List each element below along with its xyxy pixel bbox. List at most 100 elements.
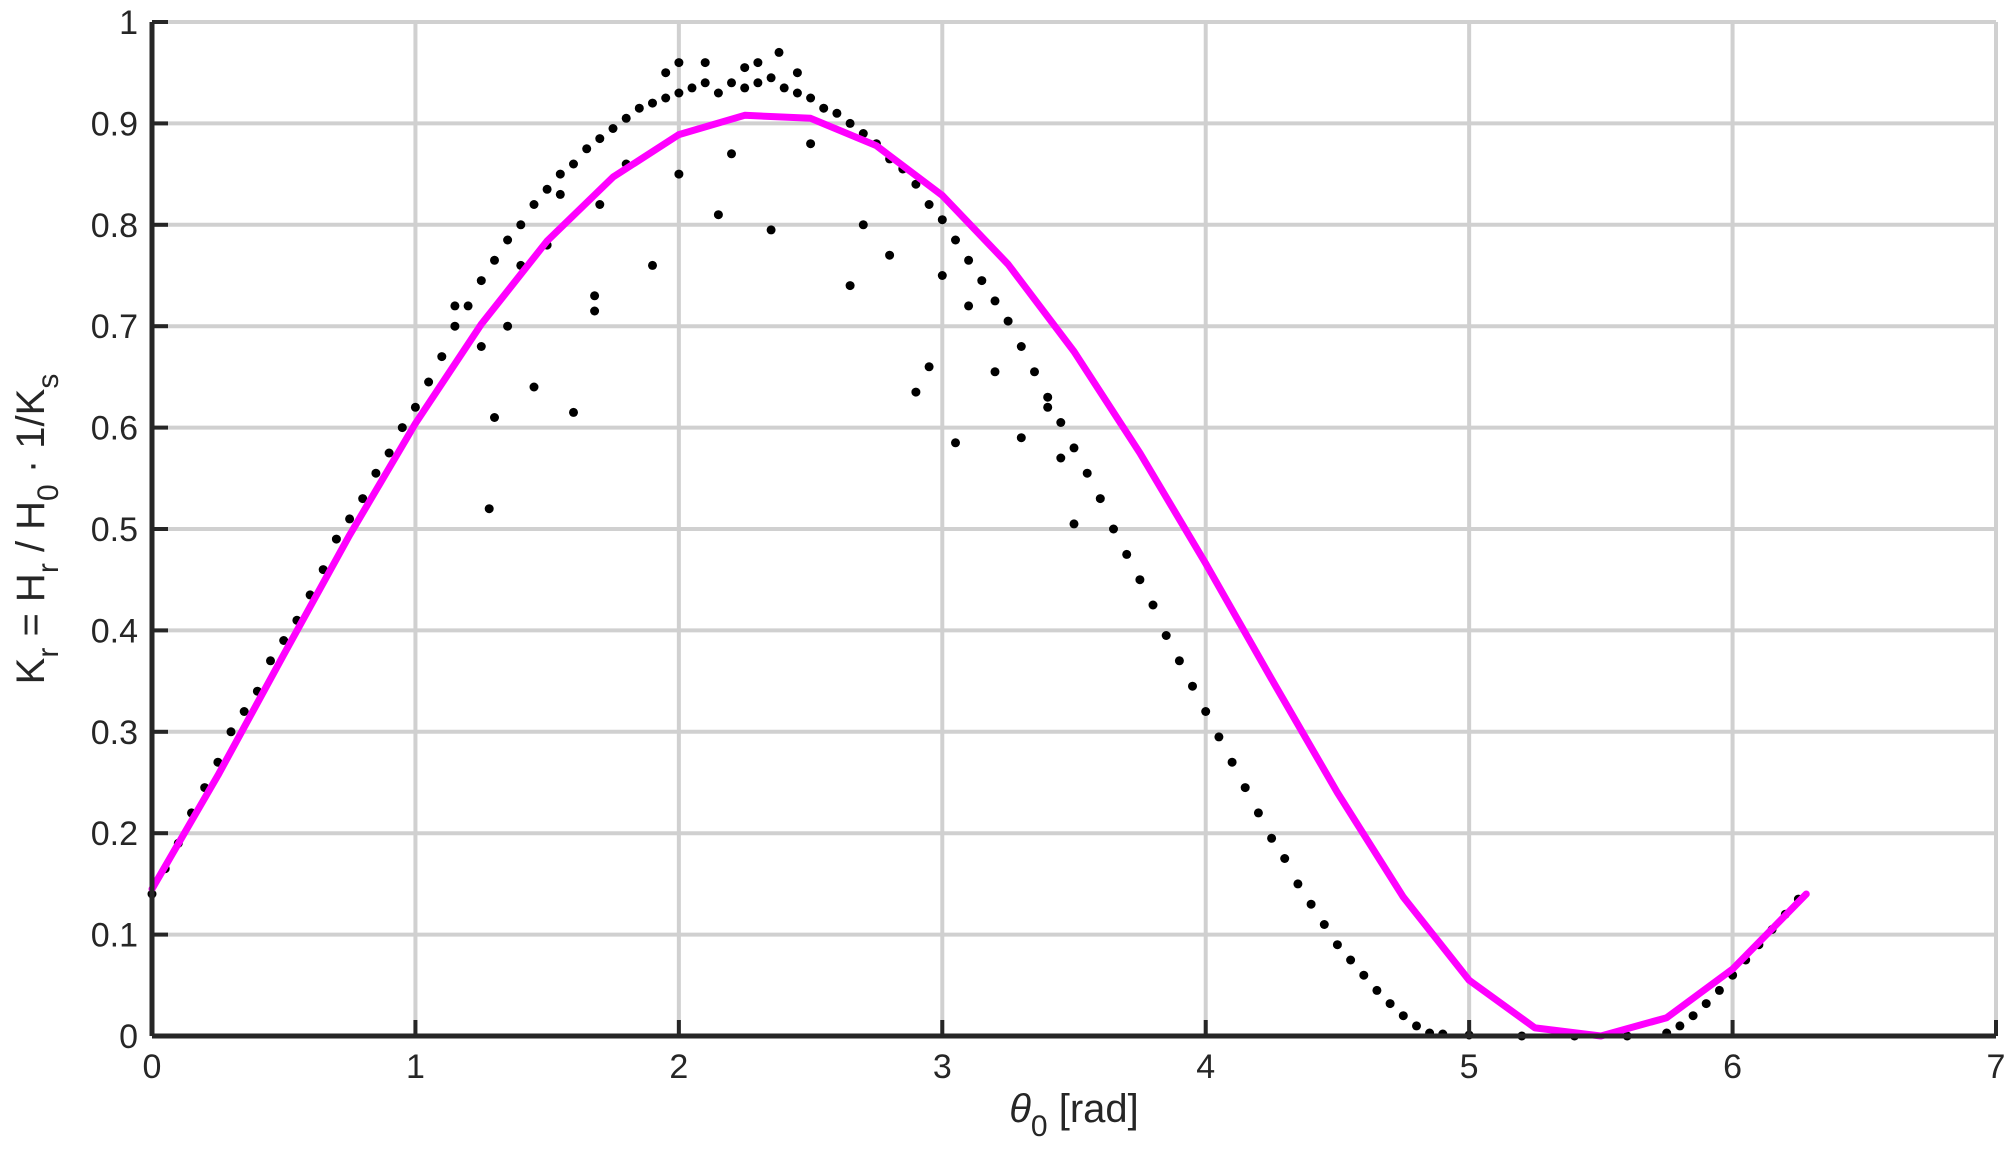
- data-point-134: [674, 169, 684, 179]
- data-point-26: [490, 255, 499, 265]
- data-point-131: [503, 321, 513, 331]
- y-tick-label-6: 0.6: [91, 410, 138, 448]
- data-point-143: [450, 301, 460, 311]
- x-tick-label-7: 7: [1987, 1048, 2006, 1086]
- data-point-124: [951, 438, 960, 448]
- x-tick-label-3: 3: [933, 1048, 952, 1086]
- data-point-18: [384, 448, 394, 458]
- data-point-141: [1043, 402, 1053, 412]
- data-point-139: [937, 271, 947, 280]
- data-point-150: [674, 58, 684, 68]
- data-point-106: [1701, 999, 1711, 1009]
- data-point-66: [1016, 342, 1026, 351]
- x-tick-label-6: 6: [1723, 1048, 1742, 1086]
- data-point-63: [977, 276, 987, 286]
- data-point-133: [595, 200, 605, 209]
- y-axis-label: Kr = Hr / H0 · 1/Ks: [9, 374, 65, 685]
- data-point-148: [753, 58, 763, 68]
- fit-curve-series: [148, 111, 1810, 1040]
- data-point-73: [1109, 524, 1118, 534]
- data-point-145: [555, 189, 565, 199]
- data-point-130: [476, 342, 486, 351]
- data-point-147: [700, 58, 710, 68]
- data-point-123: [911, 387, 921, 397]
- x-tick-labels: 0 1 2 3 4 5 6 7: [143, 1048, 2006, 1086]
- y-tick-label-1: 0.1: [91, 917, 138, 955]
- data-point-38: [648, 98, 657, 108]
- data-point-75: [1135, 575, 1145, 585]
- data-point-86: [1280, 854, 1290, 863]
- data-point-20: [410, 402, 420, 412]
- data-point-153: [792, 68, 802, 78]
- data-point-96: [1412, 1021, 1421, 1031]
- grid: [150, 20, 1998, 1038]
- data-point-116: [529, 382, 539, 392]
- data-point-77: [1161, 631, 1171, 640]
- data-point-29: [529, 200, 539, 209]
- data-point-21: [424, 377, 434, 387]
- data-point-81: [1214, 732, 1224, 742]
- data-point-142: [1056, 453, 1066, 463]
- data-point-140: [964, 301, 974, 311]
- x-tick-label-4: 4: [1196, 1048, 1215, 1086]
- data-point-128: [924, 362, 934, 372]
- data-point-83: [1240, 783, 1250, 793]
- x-tick-label-1: 1: [406, 1048, 425, 1086]
- data-point-94: [1385, 999, 1395, 1009]
- data-point-39: [661, 93, 671, 103]
- data-point-137: [858, 220, 868, 230]
- data-point-93: [1372, 985, 1382, 995]
- y-tick-label-3: 0.3: [91, 714, 138, 752]
- data-point-44: [727, 78, 736, 88]
- data-point-76: [1148, 600, 1158, 610]
- y-tick-label-5: 0.5: [91, 511, 138, 549]
- data-point-25: [476, 276, 486, 286]
- data-point-70: [1069, 443, 1079, 453]
- data-point-27: [503, 235, 513, 245]
- x-tick-label-5: 5: [1460, 1048, 1479, 1086]
- data-point-62: [964, 255, 974, 265]
- data-point-127: [990, 367, 1000, 377]
- data-point-67: [1030, 367, 1039, 377]
- data-point-119: [590, 291, 600, 301]
- data-point-118: [590, 306, 600, 316]
- data-point-107: [1714, 985, 1724, 995]
- data-point-31: [555, 169, 565, 179]
- data-point-22: [437, 352, 447, 362]
- data-point-114: [484, 504, 494, 514]
- data-point-91: [1346, 955, 1356, 965]
- data-point-37: [634, 103, 644, 113]
- y-tick-label-2: 0.2: [91, 815, 138, 853]
- data-point-24: [463, 301, 473, 311]
- data-point-135: [727, 149, 736, 159]
- data-point-35: [608, 124, 618, 133]
- data-point-125: [1069, 519, 1079, 529]
- data-point-68: [1043, 392, 1053, 402]
- data-point-78: [1174, 656, 1184, 666]
- data-point-36: [621, 113, 631, 123]
- scatter-series: [147, 47, 1803, 1041]
- data-point-15: [345, 514, 355, 524]
- y-tick-label-9: 0.9: [91, 105, 138, 143]
- data-point-7: [239, 707, 249, 716]
- data-point-121: [713, 210, 723, 220]
- y-tick-label-4: 0.4: [91, 612, 138, 650]
- data-point-89: [1319, 920, 1329, 929]
- data-point-51: [819, 103, 829, 113]
- data-point-32: [569, 159, 578, 169]
- data-point-59: [924, 200, 934, 209]
- data-point-88: [1306, 899, 1316, 909]
- y-tick-labels: 0 0.1 0.2 0.3 0.4 0.5 0.6 0.7 0.8 0.9 1: [91, 4, 138, 1056]
- data-point-46: [753, 78, 763, 88]
- x-tick-label-2: 2: [669, 1048, 688, 1086]
- data-point-23: [450, 321, 460, 331]
- axes: [149, 20, 1998, 1039]
- y-tick-label-7: 0.7: [91, 308, 138, 346]
- data-point-74: [1122, 549, 1132, 559]
- data-point-40: [674, 88, 684, 98]
- y-tick-label-0: 0: [119, 1018, 138, 1056]
- data-point-122: [766, 225, 776, 235]
- data-point-16: [358, 494, 368, 504]
